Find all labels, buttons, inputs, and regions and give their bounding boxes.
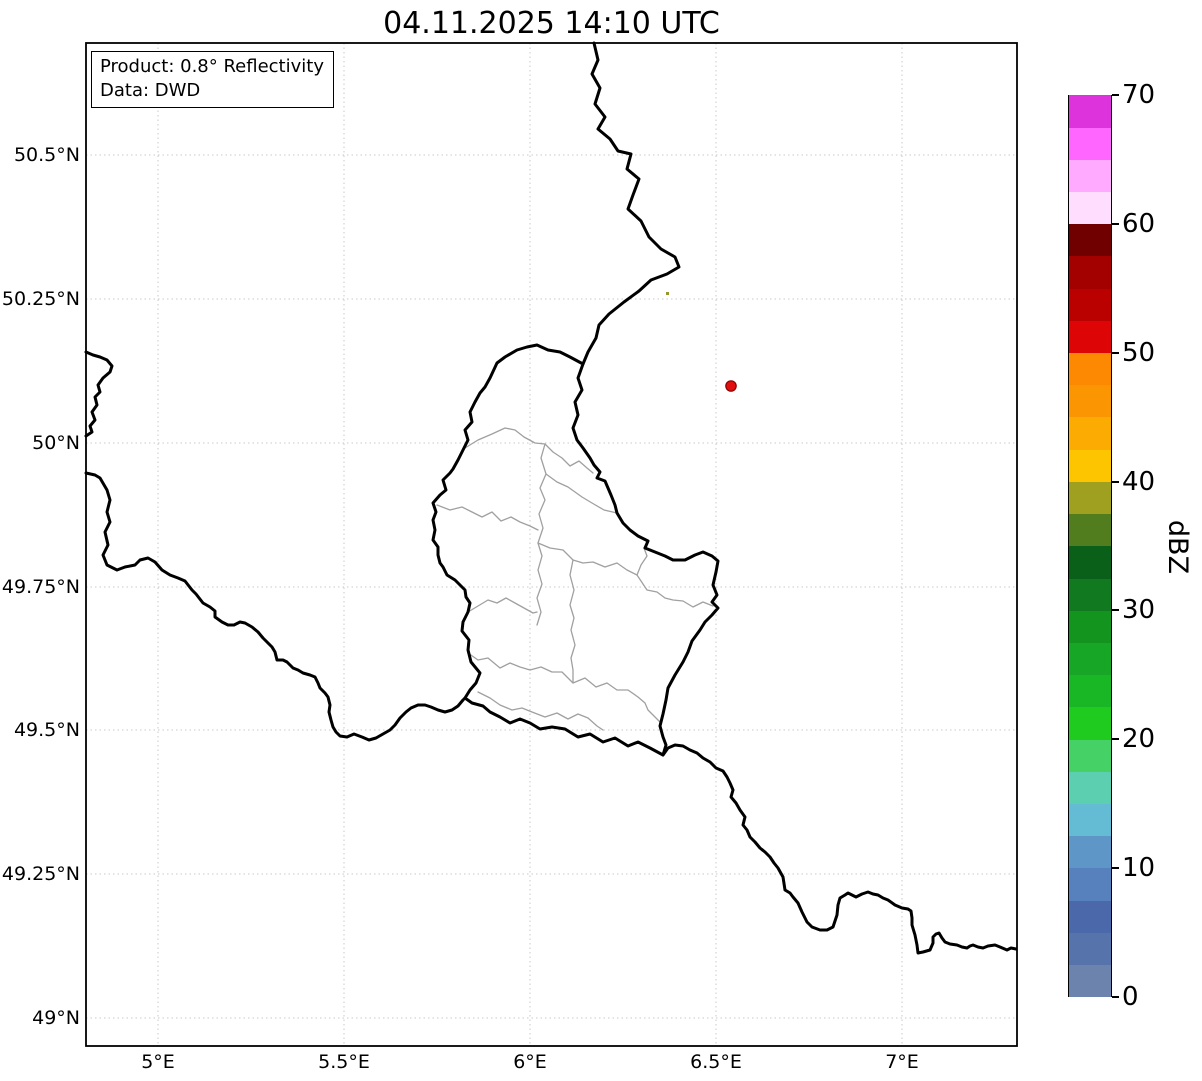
colorbar-band [1069, 513, 1111, 547]
lon-tick-label: 5°E [141, 1051, 175, 1073]
radar-site-marker [725, 380, 737, 392]
country-border [581, 41, 681, 366]
lat-tick-label: 50.5°N [13, 144, 80, 166]
colorbar-band [1069, 320, 1111, 353]
country-borders [84, 41, 1018, 955]
colorbar-band [1069, 771, 1111, 804]
product-info-line1: Product: 0.8° Reflectivity [100, 56, 324, 77]
lon-tick-label: 7°E [885, 1051, 919, 1073]
colorbar-tick-mark [1112, 94, 1119, 96]
colorbar-tick-mark [1112, 351, 1119, 354]
colorbar-tick-label: 30 [1122, 595, 1156, 626]
colorbar-band [1069, 642, 1111, 676]
colorbar-tick-label: 20 [1122, 724, 1156, 755]
admin-borders [436, 427, 714, 731]
gridlines [86, 43, 1017, 1046]
lat-tick-label: 49.75°N [1, 576, 80, 598]
product-info-box: Product: 0.8° Reflectivity Data: DWD [91, 51, 334, 108]
colorbar-band [1069, 739, 1111, 772]
admin-border [536, 443, 547, 626]
colorbar-axis-label: dBZ [1162, 519, 1193, 575]
reflectivity-echo-pixel [666, 292, 669, 295]
admin-border [464, 427, 594, 474]
colorbar-tick-mark [1112, 738, 1119, 741]
colorbar-band [1069, 932, 1111, 966]
colorbar-band [1069, 545, 1111, 579]
country-border [84, 350, 114, 438]
admin-border [436, 504, 539, 531]
colorbar-tick-mark [1112, 867, 1119, 870]
admin-border [545, 473, 618, 514]
colorbar-tick-label: 70 [1122, 80, 1156, 110]
colorbar-band [1069, 674, 1111, 708]
colorbar-band [1069, 610, 1111, 643]
country-border [431, 343, 720, 757]
colorbar-band [1069, 352, 1111, 386]
lat-tick-label: 49°N [32, 1007, 80, 1029]
colorbar [1068, 94, 1112, 998]
lon-tick-label: 6°E [513, 1051, 547, 1073]
colorbar-tick-mark [1112, 609, 1119, 612]
colorbar-band [1069, 578, 1111, 611]
colorbar-band [1069, 900, 1111, 933]
admin-border [467, 597, 538, 614]
admin-border [477, 691, 604, 731]
colorbar-band [1069, 481, 1111, 515]
colorbar-band [1069, 159, 1111, 192]
colorbar-band [1069, 835, 1111, 869]
colorbar-band [1069, 449, 1111, 482]
admin-border [537, 542, 714, 608]
lat-tick-label: 50°N [32, 432, 80, 454]
colorbar-tick-label: 0 [1122, 982, 1139, 1012]
page-title: 04.11.2025 14:10 UTC [383, 6, 720, 41]
colorbar-band [1069, 127, 1111, 160]
colorbar-tick-label: 60 [1122, 208, 1156, 239]
colorbar-band [1069, 706, 1111, 740]
colorbar-tick-label: 40 [1122, 466, 1156, 497]
lat-tick-label: 49.5°N [13, 719, 80, 741]
colorbar-band [1069, 803, 1111, 837]
plot-frame [85, 42, 1018, 1047]
lat-tick-label: 49.25°N [1, 863, 80, 885]
colorbar-band [1069, 191, 1111, 225]
colorbar-band [1069, 288, 1111, 321]
country-border [84, 471, 467, 742]
lon-tick-label: 6.5°E [690, 1051, 742, 1073]
product-info-line2: Data: DWD [100, 79, 201, 101]
lat-tick-label: 50.25°N [1, 288, 80, 310]
lon-tick-label: 5.5°E [318, 1051, 370, 1073]
admin-border [569, 559, 576, 684]
colorbar-band [1069, 964, 1111, 998]
colorbar-band [1069, 94, 1111, 128]
colorbar-tick-label: 10 [1122, 853, 1156, 884]
colorbar-band [1069, 384, 1111, 418]
colorbar-band [1069, 416, 1111, 450]
colorbar-tick-label: 50 [1122, 337, 1156, 368]
map-markers [666, 292, 737, 392]
country-border [661, 743, 1018, 955]
colorbar-band [1069, 223, 1111, 257]
colorbar-band [1069, 255, 1111, 289]
colorbar-tick-mark [1112, 480, 1119, 483]
colorbar-tick-mark [1112, 222, 1119, 225]
colorbar-tick-mark [1112, 996, 1119, 998]
admin-border [467, 652, 662, 724]
colorbar-band [1069, 867, 1111, 901]
